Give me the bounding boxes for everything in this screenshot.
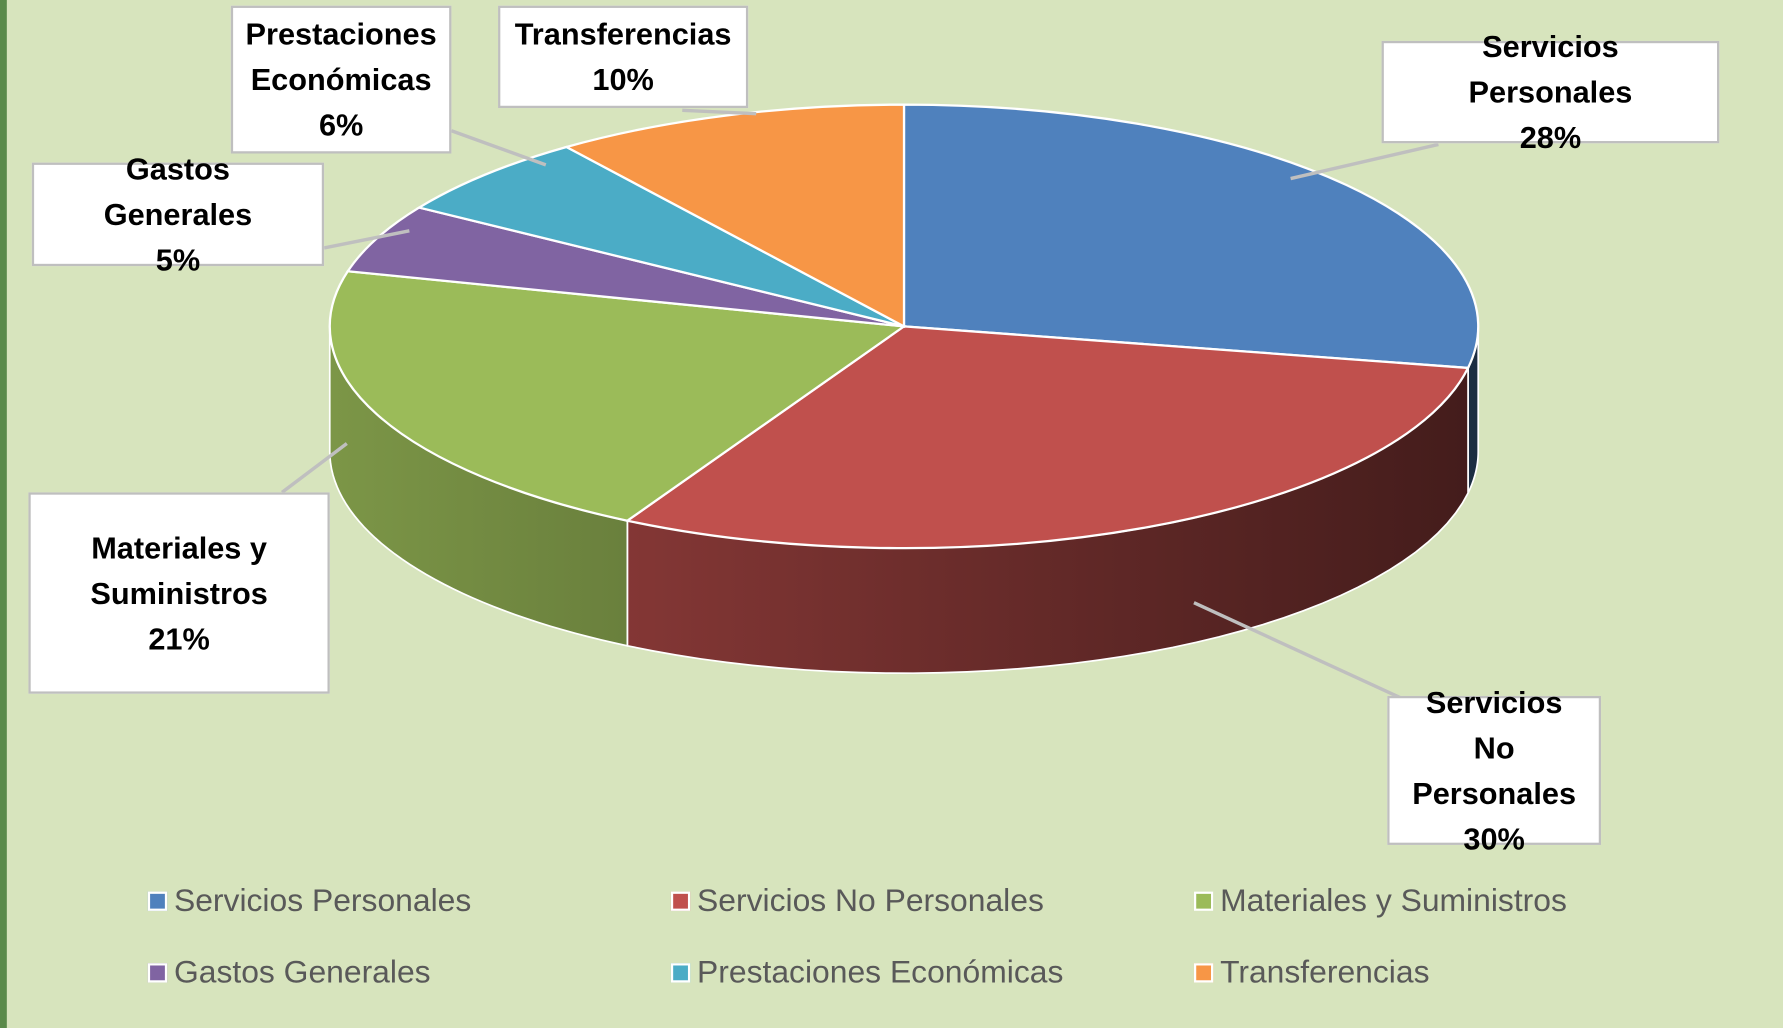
data-label-value: 30% [1463, 821, 1525, 856]
leader-line [323, 229, 410, 250]
leader-line [1193, 601, 1423, 709]
leader-lines [280, 108, 1439, 709]
legend-item: Materiales y Suministros [1193, 878, 1567, 923]
data-label-name: Gastos Generales [103, 151, 253, 232]
leader-line [280, 442, 348, 494]
legend-label: Transferencias [1220, 954, 1430, 990]
leader-line [450, 129, 547, 167]
legend-label: Prestaciones Económicas [697, 954, 1064, 990]
legend-label: Gastos Generales [173, 954, 431, 990]
left-edge [0, 0, 7, 1028]
slice [624, 325, 1470, 550]
legend-item: Transferencias [1193, 950, 1430, 995]
legend-label: Servicios Personales [173, 882, 472, 918]
legend-item: Prestaciones Económicas [670, 950, 1064, 995]
legend-swatch [147, 962, 168, 982]
legend-label: Materiales y Suministros [1220, 882, 1567, 918]
data-label-value: 28% [1519, 120, 1582, 155]
legend-item: Servicios Personales [147, 878, 472, 923]
data-label-name: Servicios Personales [1468, 29, 1633, 110]
leader-line [1290, 142, 1439, 181]
slice [328, 270, 908, 522]
data-label: Transferencias 10% [498, 5, 749, 109]
slice-tops [328, 103, 1480, 550]
legend-label: Servicios No Personales [697, 882, 1044, 918]
data-label-name: Servicios No Personales [1412, 685, 1577, 811]
data-label: Servicios No Personales 30% [1387, 685, 1602, 856]
legend-swatch [1193, 890, 1214, 911]
slice [902, 103, 1480, 370]
data-label-name: Transferencias [514, 17, 732, 52]
legend-item: Servicios No Personales [670, 878, 1044, 923]
legend-item: Gastos Generales [147, 950, 431, 995]
slice [563, 103, 906, 329]
data-label-value: 5% [155, 242, 201, 277]
data-label-value: 10% [592, 62, 654, 97]
legend-swatch [1193, 962, 1214, 982]
legend-swatch [147, 890, 168, 911]
data-label-name: Materiales y Suministros [90, 530, 268, 611]
data-label-value: 6% [318, 108, 364, 143]
data-label-name: Prestaciones Económicas [245, 17, 437, 97]
data-label: Servicios Personales 28% [1381, 30, 1720, 155]
data-label-value: 21% [148, 621, 210, 656]
data-label: Gastos Generales 5% [31, 152, 325, 277]
data-label: Prestaciones Económicas 6% [230, 5, 452, 154]
data-label: Materiales y Suministros 21% [28, 492, 330, 694]
leader-line [682, 108, 757, 116]
legend-swatch [670, 890, 691, 911]
legend-swatch [670, 962, 691, 982]
slice [416, 145, 905, 328]
